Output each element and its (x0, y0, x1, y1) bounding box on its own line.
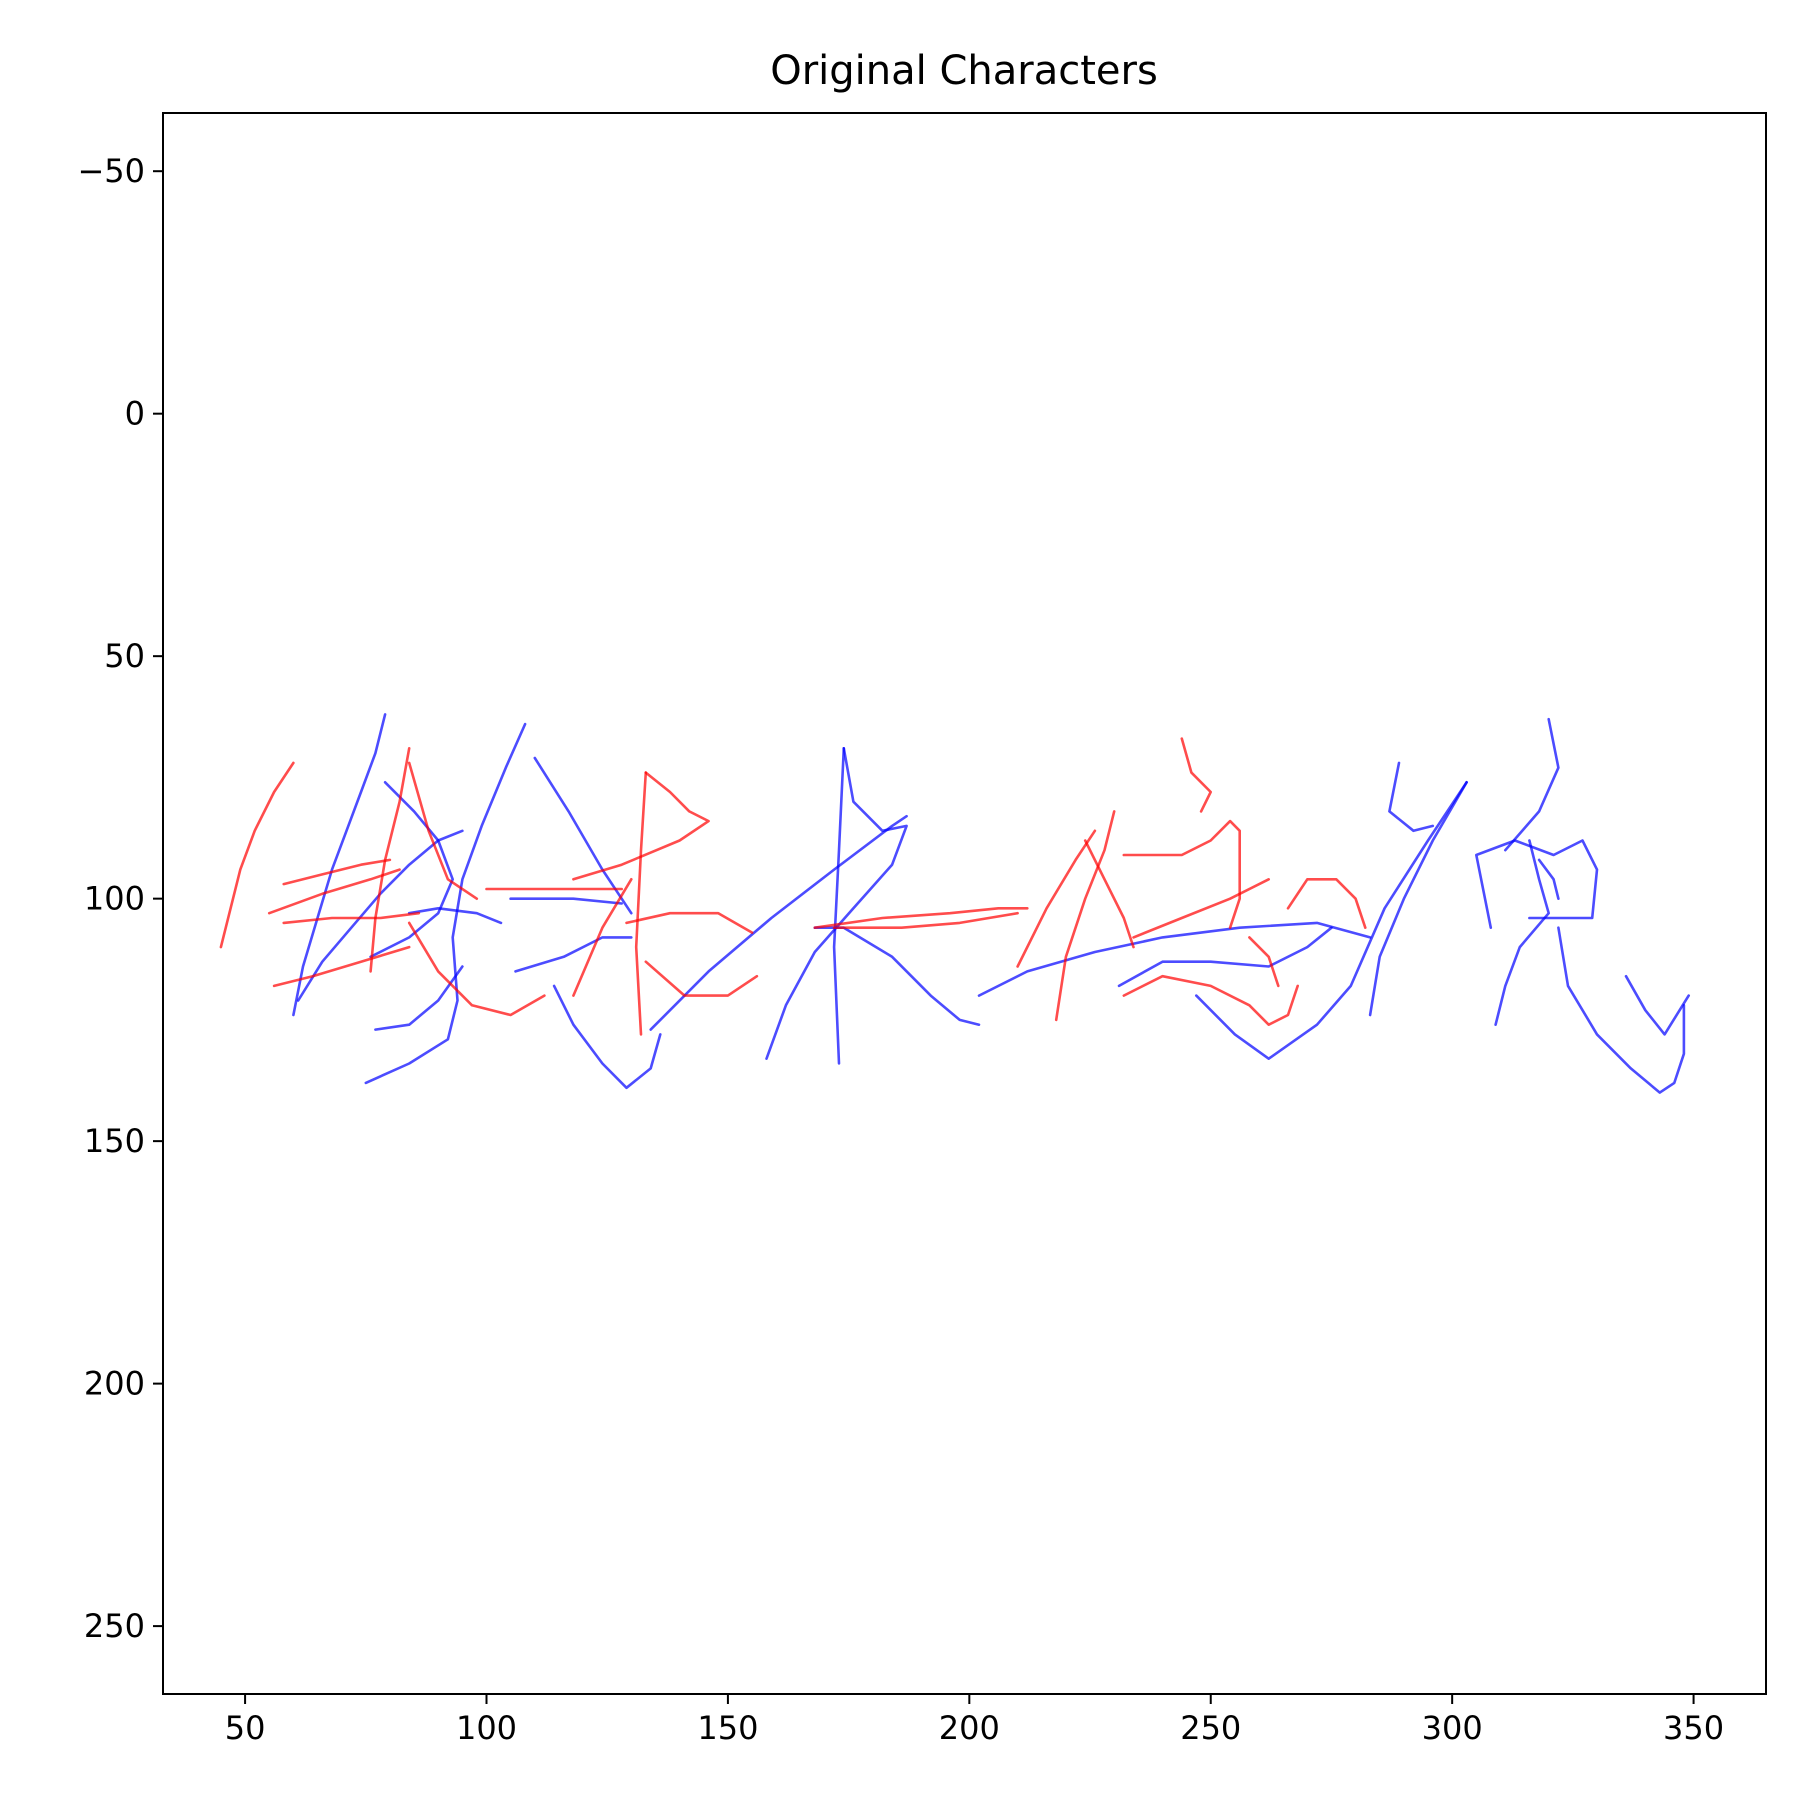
series-0-stroke-20 (1504, 717, 1560, 852)
series-0-stroke-10 (649, 814, 908, 1031)
series-1-stroke-1 (282, 858, 392, 886)
series-0-stroke-19 (1475, 839, 1599, 930)
x-axis: 50 100 150 200 250 300 350 (225, 1694, 1724, 1747)
series-0-stroke-23 (1557, 926, 1686, 1094)
series-1-stroke-13 (644, 960, 759, 997)
x-tick-label: 300 (1422, 1709, 1483, 1747)
y-tick-label: −50 (77, 152, 145, 190)
series-0-stroke-5 (407, 906, 503, 925)
series-1-stroke-11 (572, 877, 633, 997)
series-1-stroke-10 (572, 771, 710, 881)
series-0-stroke-3 (364, 722, 527, 1085)
series-1-stroke-19 (1122, 819, 1241, 930)
series-1-stroke-20 (1180, 737, 1212, 813)
y-tick-label: 250 (84, 1607, 145, 1645)
series-0-stroke-6 (509, 897, 624, 905)
series-0-stroke-0 (292, 713, 387, 1017)
y-axis: −50 0 50 100 150 200 250 (77, 152, 163, 1645)
plot-area (219, 713, 1690, 1094)
y-tick-label: 100 (84, 880, 145, 918)
chart-title: Original Characters (770, 48, 1158, 94)
y-tick-label: 50 (104, 637, 145, 675)
x-tick-label: 150 (697, 1709, 758, 1747)
series-1-stroke-7 (407, 921, 546, 1017)
x-tick-label: 200 (939, 1709, 1000, 1747)
series-0-stroke-8 (514, 936, 633, 973)
series-1-stroke-15 (832, 911, 1019, 930)
series-1-stroke-4 (272, 945, 411, 988)
series-0-stroke-15 (1117, 926, 1333, 988)
series-1-stroke-0 (219, 761, 295, 949)
series-1-stroke-5 (369, 746, 411, 973)
y-tick-label: 150 (84, 1122, 145, 1160)
series-1-stroke-22 (1122, 974, 1299, 1026)
series-0-stroke-24 (1624, 974, 1690, 1036)
x-tick-label: 50 (225, 1709, 266, 1747)
series-0-stroke-7 (533, 756, 633, 915)
series-0-stroke-9 (552, 984, 662, 1090)
series-1-stroke-6 (407, 761, 479, 901)
axes-frame (162, 112, 1767, 1695)
y-tick-label: 200 (84, 1365, 145, 1403)
series-1-stroke-9 (634, 771, 648, 1036)
series-1-stroke-23 (1286, 877, 1367, 930)
x-tick-label: 350 (1663, 1709, 1724, 1747)
series-0-stroke-12 (832, 746, 846, 1065)
series-1-stroke-2 (267, 868, 401, 915)
series-0-stroke-11 (765, 746, 908, 1060)
series-0-stroke-18 (1195, 780, 1468, 1060)
series-1-stroke-18 (1054, 810, 1116, 1022)
series-1-stroke-17 (1083, 839, 1135, 949)
series-1-stroke-16 (1016, 829, 1097, 968)
series-0-stroke-22 (1537, 858, 1560, 901)
series-1-stroke-3 (282, 911, 421, 925)
series-1-stroke-24 (1248, 936, 1280, 988)
series-1-stroke-14 (813, 906, 1029, 930)
series-1-stroke-21 (1132, 877, 1270, 939)
series-0-stroke-2 (369, 780, 455, 959)
x-tick-label: 100 (456, 1709, 517, 1747)
series-0-stroke-14 (977, 921, 1372, 997)
y-tick-label: 0 (125, 395, 145, 433)
series-0-stroke-4 (374, 965, 464, 1031)
series-0-stroke-16 (1388, 761, 1435, 833)
series-0-stroke-17 (1368, 780, 1468, 1017)
series-1-stroke-12 (625, 911, 754, 934)
x-tick-label: 250 (1180, 1709, 1241, 1747)
series-0-stroke-13 (813, 926, 981, 1026)
series-0-stroke-21 (1494, 839, 1550, 1026)
